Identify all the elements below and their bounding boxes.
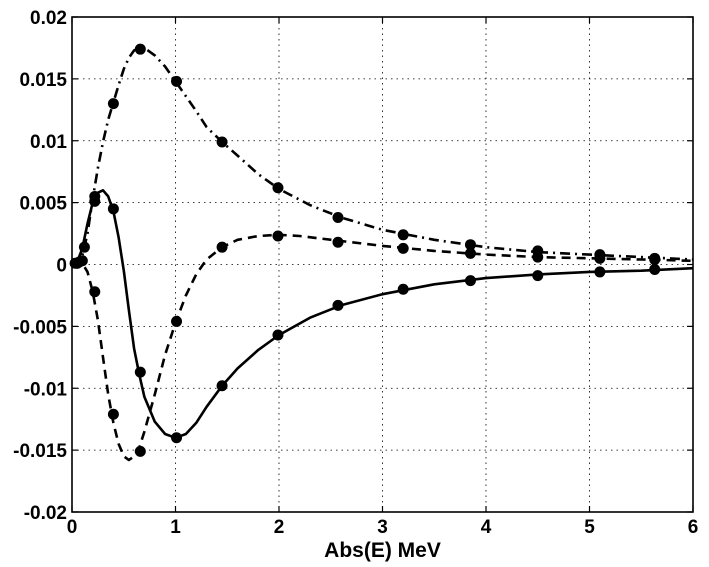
series-3-point	[594, 249, 606, 261]
series-2-point	[171, 315, 183, 327]
y-tick-label: -0.01	[24, 379, 68, 400]
series-3-point	[332, 211, 344, 223]
y-tick-label: -0.005	[13, 317, 67, 338]
x-tick-label: 2	[274, 517, 285, 538]
series-3-point	[464, 239, 476, 251]
series-2-point	[89, 286, 101, 298]
series-1-point	[216, 380, 228, 392]
series-1	[69, 189, 694, 444]
y-tick-labels: -0.02 -0.015 -0.01 -0.005 0 0.005 0.01 0.015 0.0…	[13, 8, 67, 524]
x-tick-labels: 0 1 2 3 4 5 6	[67, 517, 699, 538]
series-1-point	[272, 329, 284, 341]
x-tick-label: 0	[67, 517, 78, 538]
series-1-point	[464, 275, 476, 287]
series-3-point	[134, 43, 146, 55]
series-3-point	[71, 257, 83, 269]
grid-lines	[72, 17, 693, 512]
x-tick-label: 4	[481, 517, 492, 538]
y-tick-label: 0.005	[19, 194, 67, 215]
series-1-point	[332, 299, 344, 311]
series-2-point	[272, 230, 284, 242]
x-tick-label: 3	[377, 517, 388, 538]
x-tick-label: 6	[688, 517, 699, 538]
series-1-point	[134, 366, 146, 378]
x-tick-label: 5	[584, 517, 595, 538]
series-3-point	[649, 252, 661, 264]
series-3-point	[171, 75, 183, 87]
series-2-point	[464, 247, 476, 259]
series-2-point	[332, 236, 344, 248]
y-tick-label: -0.015	[13, 441, 67, 462]
series-1-point	[594, 266, 606, 278]
series-3-point	[272, 182, 284, 194]
tick-marks	[71, 16, 694, 513]
series-2-point	[397, 242, 409, 254]
series-3-point	[216, 136, 228, 148]
y-tick-label: 0	[56, 256, 67, 277]
series-2-point	[107, 408, 119, 420]
series-2-point	[216, 241, 228, 253]
series-1-point	[171, 432, 183, 444]
y-tick-label: 0.01	[30, 132, 67, 153]
y-tick-label: 0.015	[19, 70, 67, 91]
series-3-point	[107, 98, 119, 110]
series-3	[71, 43, 694, 269]
series-1-point	[649, 263, 661, 275]
series-2-point	[134, 445, 146, 457]
series-3-point	[532, 245, 544, 257]
series-3-point	[397, 229, 409, 241]
series-1-point	[107, 203, 119, 215]
series-1-point	[532, 270, 544, 282]
series-1-point	[397, 283, 409, 295]
y-tick-label: 0.02	[30, 8, 67, 29]
series-layer	[69, 43, 694, 462]
y-tick-label: -0.02	[24, 503, 67, 524]
x-tick-label: 1	[170, 517, 181, 538]
series-3-point	[89, 195, 101, 207]
x-axis-label: Abs(E) MeV	[324, 539, 441, 562]
